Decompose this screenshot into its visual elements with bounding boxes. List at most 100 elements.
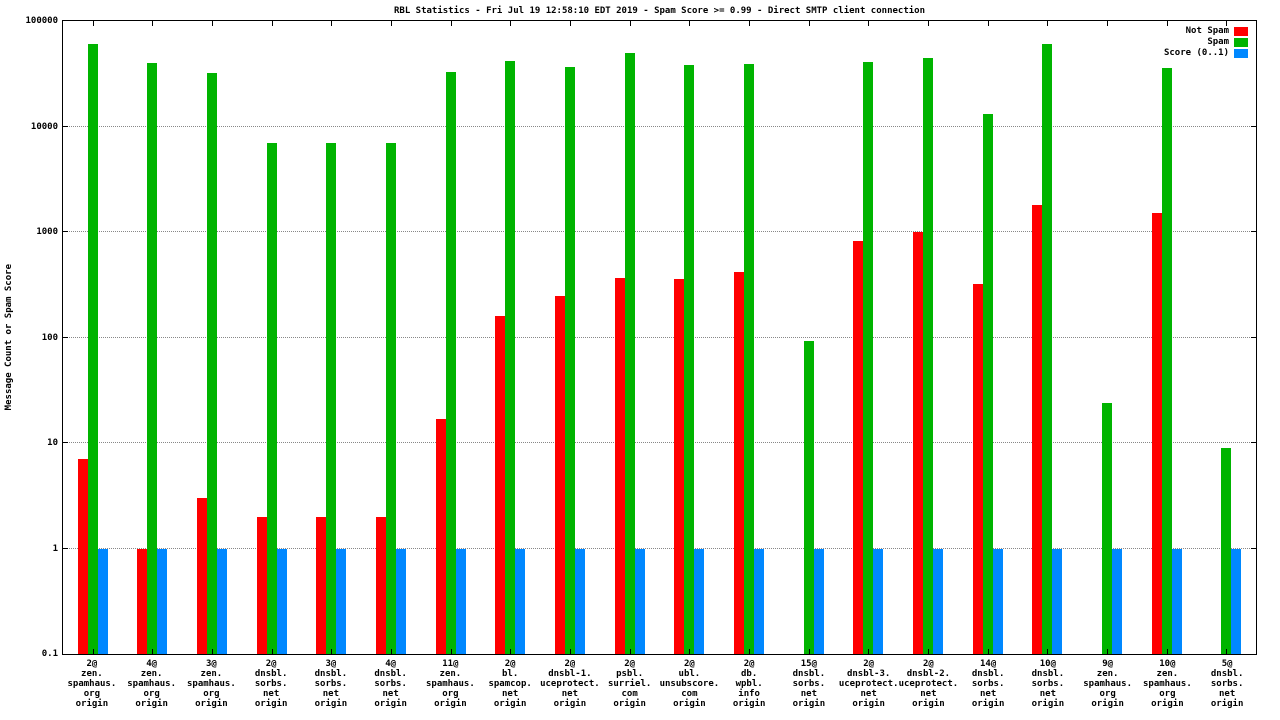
y-tick-mark <box>63 231 68 233</box>
y-tick-label-100000: 100000 <box>25 16 58 26</box>
x-tick-mark <box>450 21 452 26</box>
bar-score-0-1 <box>217 548 228 654</box>
bar-spam <box>1101 402 1112 654</box>
bar-not-spam <box>137 548 148 654</box>
gridline-100 <box>63 336 1256 338</box>
legend-item-not-spam: Not Spam <box>1186 27 1248 36</box>
bar-group-12 <box>719 21 779 654</box>
bar-spam <box>266 142 277 654</box>
bar-not-spam <box>555 295 565 654</box>
x-tick-mark <box>331 21 333 26</box>
bar-spam <box>1221 447 1232 654</box>
x-tick-mark <box>271 649 273 654</box>
x-tick-mark <box>510 649 512 654</box>
legend-item-score-0-1: Score (0..1) <box>1164 49 1248 58</box>
y-tick-label-0.1: 0.1 <box>41 649 58 659</box>
bar-group-19 <box>1137 21 1197 654</box>
y-tick-label-10: 10 <box>47 438 58 448</box>
x-tick-mark <box>92 649 94 654</box>
bar-not-spam <box>316 516 327 654</box>
x-category-label-2: 4@ zen. spamhaus. org origin <box>127 659 177 709</box>
x-tick-mark <box>748 649 750 654</box>
bar-score-0-1 <box>1111 548 1122 654</box>
bar-group-4 <box>242 21 302 654</box>
x-tick-mark <box>987 649 989 654</box>
x-tick-mark <box>808 21 810 26</box>
bar-score-0-1 <box>1171 548 1182 654</box>
bar-not-spam <box>77 459 88 654</box>
bar-not-spam <box>912 232 923 654</box>
bar-group-3 <box>182 21 242 654</box>
bar-spam <box>87 43 98 654</box>
x-tick-mark <box>152 21 154 26</box>
bar-score-0-1 <box>634 548 645 654</box>
bar-score-0-1 <box>396 548 407 654</box>
bar-not-spam <box>972 284 983 654</box>
y-tick-label-1: 1 <box>52 543 58 554</box>
bar-group-6 <box>361 21 421 654</box>
x-tick-mark <box>391 649 393 654</box>
bar-not-spam <box>1032 205 1043 654</box>
bar-score-0-1 <box>992 548 1003 654</box>
bar-score-0-1 <box>873 548 884 654</box>
x-category-label-1: 2@ zen. spamhaus. org origin <box>67 659 117 709</box>
bar-not-spam <box>853 240 864 654</box>
x-category-label-16: 14@ dnsbl. sorbs. net origin <box>971 659 1005 709</box>
bar-spam <box>743 64 754 654</box>
x-tick-mark <box>570 649 572 654</box>
legend-label-spam: Spam <box>1207 37 1229 47</box>
x-tick-mark <box>1106 21 1108 26</box>
x-tick-mark <box>689 21 691 26</box>
bar-score-0-1 <box>575 548 585 654</box>
bar-group-17 <box>1017 21 1077 654</box>
bar-group-15 <box>898 21 958 654</box>
bar-spam <box>1161 67 1172 654</box>
bar-score-0-1 <box>157 548 168 654</box>
y-tick-mark <box>1251 231 1256 233</box>
x-category-label-10: 2@ psbl. surriel. com origin <box>607 659 652 709</box>
bar-spam <box>207 73 218 654</box>
bar-not-spam <box>435 418 446 654</box>
x-category-label-7: 11@ zen. spamhaus. org origin <box>425 659 475 709</box>
y-tick-mark <box>63 547 68 549</box>
bar-group-10 <box>600 21 660 654</box>
x-tick-mark <box>987 21 989 26</box>
x-tick-mark <box>808 649 810 654</box>
chart-title: RBL Statistics - Fri Jul 19 12:58:10 EDT… <box>393 6 925 16</box>
bar-not-spam <box>495 315 506 654</box>
bar-spam <box>326 142 337 654</box>
plot-area: Not Spam Spam Score (0..1) <box>62 20 1257 655</box>
x-tick-mark <box>927 649 929 654</box>
x-category-label-8: 2@ bl. spamcop. net origin <box>488 659 532 709</box>
bar-spam <box>386 142 397 654</box>
bar-score-0-1 <box>932 548 943 654</box>
y-tick-mark <box>1251 547 1256 549</box>
bar-score-0-1 <box>276 548 287 654</box>
bar-spam <box>863 61 874 654</box>
y-tick-mark <box>1251 442 1256 444</box>
bar-spam <box>684 65 695 654</box>
bar-group-18 <box>1077 21 1137 654</box>
legend-item-spam: Spam <box>1207 38 1248 47</box>
legend-swatch-not-spam <box>1234 27 1248 36</box>
x-category-label-3: 3@ zen. spamhaus. org origin <box>186 659 236 709</box>
legend-label-not-spam: Not Spam <box>1185 26 1229 36</box>
x-tick-mark <box>1106 649 1108 654</box>
x-axis-labels: 2@ zen. spamhaus. org origin 4@ zen. spam… <box>62 659 1257 709</box>
x-category-label-20: 5@ dnsbl. sorbs. net origin <box>1210 659 1244 709</box>
bar-score-0-1 <box>455 548 466 654</box>
x-category-label-4: 2@ dnsbl. sorbs. net origin <box>254 659 288 709</box>
bar-score-0-1 <box>97 548 108 654</box>
x-tick-mark <box>1047 21 1049 26</box>
y-tick-mark <box>1251 336 1256 338</box>
x-tick-mark <box>450 649 452 654</box>
bar-spam <box>624 52 635 654</box>
legend-label-score-0-1: Score (0..1) <box>1163 48 1229 58</box>
gridline-1000 <box>63 231 1256 232</box>
bar-not-spam <box>1151 213 1162 654</box>
x-category-label-15: 2@ dnsbl-2. uceprotect. net origin <box>898 659 959 709</box>
bar-score-0-1 <box>336 548 347 654</box>
x-tick-mark <box>1166 649 1168 654</box>
legend-swatch-score-0-1 <box>1234 49 1248 58</box>
